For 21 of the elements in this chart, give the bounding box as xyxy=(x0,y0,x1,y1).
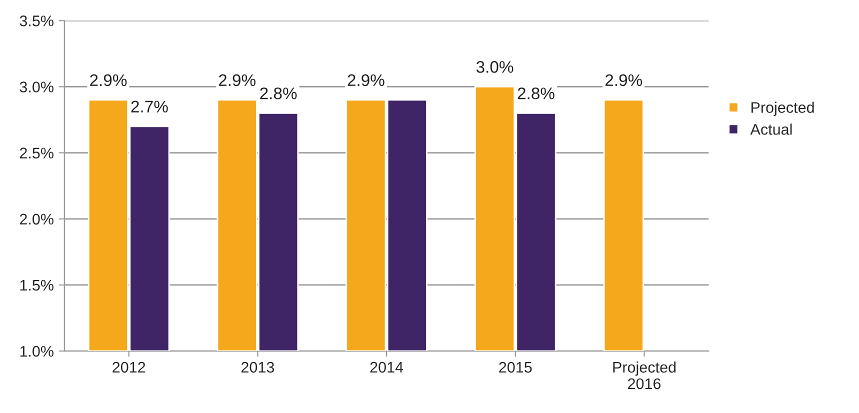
x-tick-label: 2012 xyxy=(112,362,146,373)
x-tick-label: 2014 xyxy=(370,362,404,373)
y-tick-label: 2.0% xyxy=(20,214,54,225)
y-tick-label: 3.5% xyxy=(20,16,54,26)
data-label: 3.0% xyxy=(476,61,514,73)
data-label: 2.9% xyxy=(348,74,384,86)
y-tick-label: 1.0% xyxy=(20,346,54,357)
data-label: 2.9% xyxy=(605,74,642,86)
x-tick-label: 2013 xyxy=(241,362,274,373)
data-label: 2.8% xyxy=(518,87,554,100)
x-tick-label: 2015 xyxy=(499,362,532,373)
y-tick-label: 3.0% xyxy=(20,82,54,92)
data-label: 2.8% xyxy=(260,87,297,100)
legend-label: Actual xyxy=(750,124,792,135)
data-label: 2.9% xyxy=(90,74,127,86)
legend-label: Projected xyxy=(752,102,814,116)
y-tick-label: 2.5% xyxy=(20,148,54,158)
y-tick-label: 1.5% xyxy=(20,280,54,291)
data-label: 2.9% xyxy=(218,74,256,86)
x-tick-label: Projected 2016 xyxy=(613,361,676,390)
data-label: 2.7% xyxy=(131,100,168,112)
